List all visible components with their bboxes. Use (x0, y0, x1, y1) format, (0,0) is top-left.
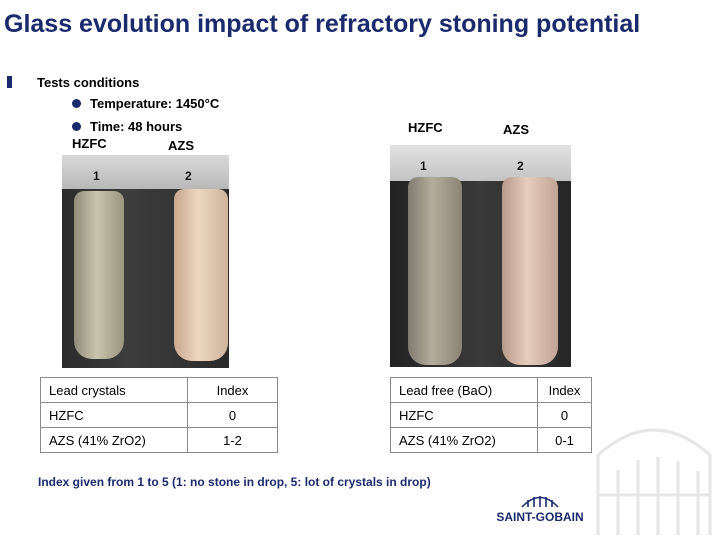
slide-title: Glass evolution impact of refractory sto… (4, 10, 641, 38)
tube-number: 2 (517, 159, 524, 173)
crucible-hzfc (408, 177, 462, 365)
condition-item: Time: 48 hours (72, 119, 182, 134)
lead-crystals-table: Lead crystals Index HZFC 0 AZS (41% ZrO2… (40, 377, 278, 453)
saint-gobain-logo: SAINT-GOBAIN (492, 490, 588, 524)
condition-time: Time: 48 hours (90, 119, 183, 134)
tube-number: 1 (93, 169, 100, 183)
table-header: Lead crystals (40, 377, 188, 403)
index-footnote: Index given from 1 to 5 (1: no stone in … (38, 475, 431, 489)
tube-number: 1 (420, 159, 427, 173)
bullet-dot-icon (72, 122, 81, 131)
bullet-square-icon (7, 76, 12, 88)
right-photo-label-azs: AZS (503, 122, 529, 137)
table-header: Index (187, 377, 278, 403)
logo-arch-icon (521, 496, 559, 508)
table-cell: AZS (41% ZrO2) (390, 427, 538, 453)
crucible-hzfc (74, 191, 124, 359)
condition-item: Temperature: 1450°C (72, 96, 219, 111)
bullet-dot-icon (72, 99, 81, 108)
building-watermark-icon (596, 428, 712, 535)
table-cell: HZFC (390, 402, 538, 428)
table-header: Lead free (BaO) (390, 377, 538, 403)
logo-wordmark: SAINT-GOBAIN (496, 510, 584, 524)
crucible-photo-lead-free: 1 2 (390, 145, 571, 367)
table-cell: HZFC (40, 402, 188, 428)
table-cell: 0 (537, 402, 592, 428)
left-photo-label-hzfc: HZFC (72, 136, 107, 151)
table-cell: AZS (41% ZrO2) (40, 427, 188, 453)
table-cell: 0 (187, 402, 278, 428)
table-header: Index (537, 377, 592, 403)
crucible-photo-lead-crystals: 1 2 (62, 155, 229, 368)
left-photo-label-azs: AZS (168, 138, 194, 153)
lead-free-table: Lead free (BaO) Index HZFC 0 AZS (41% Zr… (390, 377, 592, 453)
tube-number: 2 (185, 169, 192, 183)
table-cell: 1-2 (187, 427, 278, 453)
right-photo-label-hzfc: HZFC (408, 120, 443, 135)
crucible-azs (502, 177, 558, 365)
table-cell: 0-1 (537, 427, 592, 453)
condition-temperature: Temperature: 1450°C (90, 96, 220, 111)
crucible-azs (174, 189, 228, 361)
conditions-heading: Tests conditions (37, 75, 140, 90)
